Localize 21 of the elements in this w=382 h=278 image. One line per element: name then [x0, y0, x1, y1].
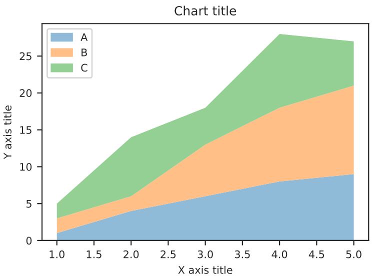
x-axis-title: X axis title	[178, 266, 232, 274]
legend-label: A	[80, 33, 88, 41]
x-tick-label: 4.5	[308, 250, 324, 258]
x-tick-label: 1.0	[50, 250, 64, 258]
y-tick-label: 5	[26, 200, 32, 208]
chart-title: Chart title	[174, 6, 236, 16]
x-tick-label: 2.0	[124, 250, 139, 258]
x-tick-label: 3.0	[198, 250, 213, 258]
x-tick-label: 4.0	[272, 250, 288, 258]
y-tick-label: 25	[20, 52, 32, 60]
x-tick-label: 5.0	[346, 250, 362, 258]
x-tick-label: 3.5	[234, 250, 250, 258]
legend-label: B	[82, 48, 87, 56]
x-tick-label: 2.5	[160, 250, 176, 258]
y-axis-title: Y axis title	[3, 105, 12, 160]
y-tick-label: 10	[20, 162, 32, 171]
y-tick-label: 20	[20, 89, 32, 98]
y-tick-label: 0	[26, 236, 32, 245]
y-tick-label: 15	[20, 126, 32, 134]
x-tick-label: 1.5	[86, 250, 102, 258]
legend-label: C	[81, 64, 88, 72]
